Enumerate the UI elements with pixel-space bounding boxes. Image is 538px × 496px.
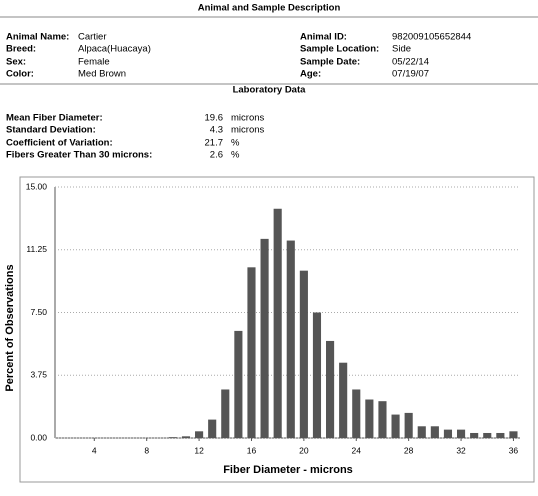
x-axis-title: Fiber Diameter - microns [223, 464, 353, 476]
x-tick-label: 4 [92, 445, 97, 455]
x-tick-label: 28 [404, 445, 414, 455]
lab-title: Laboratory Data [233, 85, 307, 96]
bar [247, 267, 256, 438]
bar [365, 399, 374, 438]
x-tick-label: 12 [194, 445, 204, 455]
lab-unit: % [231, 150, 240, 161]
field-label: Animal ID: [300, 32, 347, 43]
x-tick-label: 36 [509, 445, 519, 455]
bar [326, 340, 335, 438]
bar [496, 432, 505, 438]
lab-label: Coefficient of Variation: [6, 138, 113, 149]
chart-frame [19, 176, 535, 483]
bar [443, 429, 453, 438]
bar [378, 401, 387, 438]
y-tick-label: 3.75 [30, 370, 47, 380]
bar [260, 238, 269, 438]
bar [208, 419, 217, 438]
y-tick-label: 7.50 [30, 307, 47, 317]
bar [286, 240, 295, 438]
field-value: Cartier [78, 32, 107, 43]
bar [470, 432, 479, 438]
header-title: Animal and Sample Description [198, 3, 341, 14]
lab-label: Mean Fiber Diameter: [6, 113, 103, 124]
y-tick-label: 15.00 [26, 181, 48, 191]
bar [168, 437, 177, 438]
x-tick-label: 16 [247, 445, 257, 455]
bar [456, 429, 466, 438]
lab-label: Standard Deviation: [6, 125, 96, 136]
field-label: Breed: [6, 44, 36, 55]
field-label: Color: [6, 69, 34, 80]
bar [234, 330, 243, 438]
field-value: 982009105652844 [392, 32, 471, 43]
bar [483, 432, 492, 438]
lab-value: 21.7 [205, 138, 224, 149]
field-value: 05/22/14 [392, 57, 429, 68]
field-value: Female [78, 57, 110, 68]
field-label: Sex: [6, 57, 26, 68]
y-tick-label: 0.00 [30, 432, 47, 442]
bar [352, 389, 361, 438]
lab-unit: % [231, 138, 240, 149]
bar [195, 431, 204, 438]
field-label: Animal Name: [6, 32, 69, 43]
bar [181, 436, 191, 438]
lab-value: 2.6 [210, 150, 223, 161]
field-label: Sample Location: [300, 44, 379, 55]
field-value: Med Brown [78, 69, 126, 80]
field-label: Age: [300, 69, 321, 80]
bar [509, 431, 518, 438]
bar [404, 412, 413, 438]
lab-label: Fibers Greater Than 30 microns: [6, 150, 152, 161]
bar [312, 312, 322, 438]
y-tick-label: 11.25 [26, 244, 47, 254]
bar [391, 414, 400, 438]
lab-unit: microns [231, 125, 265, 136]
bar [299, 270, 308, 438]
x-tick-label: 32 [456, 445, 466, 455]
y-axis-title: Percent of Observations [4, 264, 16, 391]
x-tick-label: 20 [299, 445, 309, 455]
lab-unit: microns [231, 113, 265, 124]
field-value: Side [392, 44, 411, 55]
bar [273, 208, 282, 438]
bar [417, 426, 426, 438]
lab-value: 19.6 [205, 113, 224, 124]
bar [430, 426, 439, 438]
x-tick-label: 8 [144, 445, 149, 455]
lab-value: 4.3 [210, 125, 223, 136]
field-label: Sample Date: [300, 57, 360, 68]
bar [221, 389, 230, 438]
field-value: Alpaca(Huacaya) [78, 44, 151, 55]
bar [339, 362, 348, 438]
field-value: 07/19/07 [392, 69, 429, 80]
x-tick-label: 24 [352, 445, 362, 455]
